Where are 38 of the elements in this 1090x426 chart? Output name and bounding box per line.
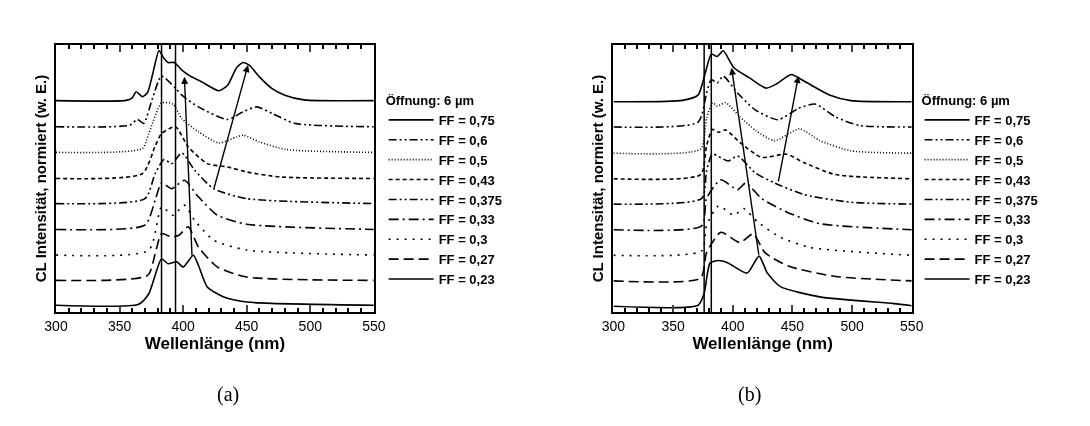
legend-label: FF = 0,375 [974, 192, 1038, 208]
legend-label: FF = 0,43 [438, 172, 495, 188]
x-tick-label: 300 [601, 317, 626, 334]
x-tick-label: 350 [661, 317, 686, 334]
legend-label: FF = 0,6 [974, 132, 1024, 148]
legend-title: Öffnung: 6 µm [921, 92, 1010, 108]
legend-label: FF = 0,33 [974, 212, 1031, 228]
legend-label: FF = 0,75 [438, 112, 495, 128]
legend-label: FF = 0,5 [974, 152, 1024, 168]
legend-label: FF = 0,27 [438, 252, 495, 268]
x-axis-title: Wellenlänge (nm) [144, 333, 286, 353]
legend-label: FF = 0,75 [974, 112, 1031, 128]
x-tick-label: 500 [298, 317, 323, 334]
x-tick-label: 300 [44, 317, 68, 334]
text: (b) [738, 383, 762, 406]
x-tick-label: 500 [840, 317, 864, 334]
legend-title: Öffnung: 6 µm [385, 92, 475, 108]
legend-label: FF = 0,23 [974, 272, 1031, 288]
legend-label: FF = 0,23 [438, 272, 495, 288]
legend-label: FF = 0,6 [438, 132, 488, 148]
x-tick-label: 550 [900, 317, 924, 334]
x-tick-label: 550 [362, 317, 386, 334]
x-tick-label: 400 [721, 317, 745, 334]
legend-label: FF = 0,5 [438, 152, 488, 168]
x-tick-label: 400 [171, 317, 196, 334]
text: (a) [217, 383, 240, 406]
x-axis-title: Wellenlänge (nm) [692, 333, 833, 353]
legend-label: FF = 0,27 [974, 252, 1031, 268]
y-axis-title: CL Intensität, normiert (w. E.) [589, 74, 607, 283]
y-axis-title: CL Intensität, normiert (w. E.) [31, 74, 49, 283]
x-tick-label: 450 [780, 317, 805, 334]
legend-label: FF = 0,33 [438, 212, 495, 228]
legend-label: FF = 0,375 [438, 192, 502, 208]
legend-label: FF = 0,3 [974, 232, 1024, 248]
legend-label: FF = 0,3 [438, 232, 488, 248]
x-tick-label: 450 [235, 317, 259, 334]
x-tick-label: 350 [107, 317, 132, 334]
legend-label: FF = 0,43 [974, 172, 1031, 188]
